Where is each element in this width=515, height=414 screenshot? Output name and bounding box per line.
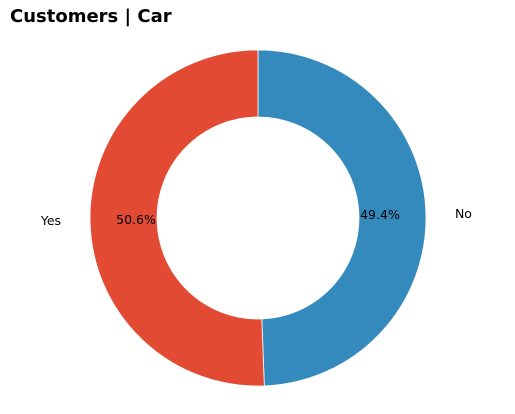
slice-label-no: No xyxy=(455,206,472,221)
slice-pct-yes: 50.6% xyxy=(116,212,156,227)
slice-label-yes: Yes xyxy=(40,213,61,228)
slice-yes xyxy=(89,49,265,387)
chart-title: Customers | Car xyxy=(10,6,172,27)
slice-pct-no: 49.4% xyxy=(360,207,400,222)
slice-no xyxy=(257,49,427,387)
labels-layer: No 49.4% Yes 50.6% xyxy=(40,206,472,228)
slices-layer xyxy=(89,49,427,387)
